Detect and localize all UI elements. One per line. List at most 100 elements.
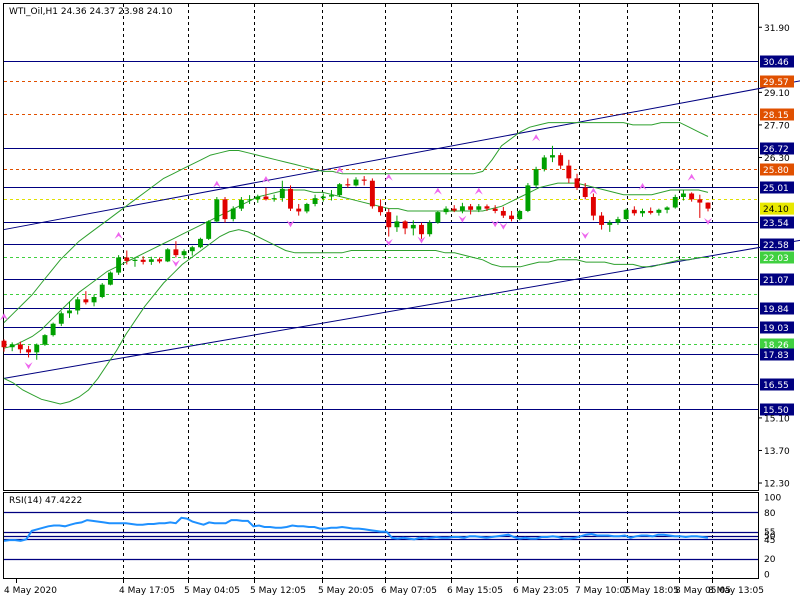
price-level-badge	[760, 302, 794, 315]
candle-body	[206, 221, 212, 239]
candle-body	[451, 208, 457, 211]
candle-body	[279, 188, 285, 199]
y-tick-label: 31.90	[764, 24, 790, 34]
price-level-label: 15.50	[763, 406, 789, 416]
candle-body	[58, 313, 64, 324]
x-tick-label: 5 May 20:05	[318, 586, 374, 596]
candle-body	[34, 344, 40, 353]
candle-body	[468, 206, 474, 210]
candle-body	[361, 179, 367, 181]
candle-body	[247, 199, 253, 201]
fractal-down-marker	[581, 231, 590, 239]
rsi-title: RSI(14) 47.4222	[9, 496, 82, 506]
candle-body	[607, 222, 613, 225]
candle-body	[680, 193, 686, 198]
fractal-down-marker	[171, 259, 180, 267]
candle-body	[214, 199, 220, 222]
candle-body	[26, 349, 32, 353]
candle-body	[271, 198, 277, 200]
candle-body	[623, 209, 629, 220]
candle-body	[574, 178, 580, 188]
candle-body	[148, 259, 154, 262]
bollinger-mid-line	[3, 182, 709, 349]
candle-body	[410, 224, 416, 229]
current-price-badge	[760, 202, 794, 215]
candle-body	[181, 251, 187, 256]
x-tick-label: 7 May 10:05	[575, 586, 631, 596]
y-tick-label: 26.30	[764, 154, 790, 164]
fractal-down-marker	[704, 217, 712, 225]
bollinger-lower-line	[3, 229, 708, 405]
candle-body	[50, 323, 56, 336]
candle-body	[312, 198, 318, 204]
fractal-up-marker	[687, 173, 696, 181]
candle-body	[419, 224, 424, 235]
candle-body	[697, 199, 703, 203]
candle-body	[157, 259, 162, 262]
price-level-badge	[760, 251, 794, 264]
price-level-label: 26.72	[763, 145, 789, 155]
rsi-panel-frame	[3, 492, 759, 579]
candle-body	[427, 222, 433, 235]
price-level-label: 25.01	[763, 184, 789, 194]
x-tick-label: 4 May 17:05	[119, 586, 175, 596]
price-level-badge	[760, 142, 794, 155]
candle-body	[67, 310, 72, 314]
candle-body	[107, 272, 113, 285]
x-tick-label: 4 May 2020	[4, 586, 57, 596]
x-tick-label: 7 May 18:05	[623, 586, 679, 596]
fractal-down-marker	[384, 238, 393, 246]
candle-body	[689, 193, 695, 200]
candle-body	[566, 165, 572, 179]
price-level-label: 28.15	[763, 111, 789, 121]
y-tick-label: 29.10	[764, 89, 790, 99]
bollinger-upper-line	[3, 122, 709, 323]
candle-body	[631, 209, 637, 214]
trend-channel-line	[3, 80, 800, 231]
candle-body	[664, 207, 670, 210]
candle-body	[484, 206, 490, 209]
candle-body	[328, 195, 334, 197]
fractal-up-marker	[212, 180, 221, 188]
candle-body	[476, 206, 482, 210]
fractal-up-marker	[532, 134, 541, 142]
fractal-up-marker	[335, 166, 344, 174]
trend-channel-line	[3, 239, 800, 379]
candle-body	[590, 197, 596, 216]
x-tick-label: 8 May 05:05	[675, 586, 731, 596]
price-level-label: 29.57	[763, 78, 789, 88]
fractal-up-marker	[589, 187, 598, 195]
rsi-y-tick-label: 55	[764, 528, 775, 538]
price-level-label: 21.07	[763, 276, 789, 286]
candle-body	[198, 238, 203, 248]
fractal-up-marker	[433, 187, 442, 195]
candle-body	[394, 221, 400, 228]
x-tick-label: 8 May 13:05	[708, 586, 764, 596]
fractal-up-marker	[384, 173, 393, 181]
candle-body	[402, 221, 408, 229]
candle-body	[75, 299, 81, 311]
candle-body	[140, 259, 146, 262]
price-level-badge	[760, 238, 794, 251]
price-level-label: 16.55	[763, 381, 789, 391]
price-level-badge	[760, 403, 794, 416]
price-level-badge	[760, 55, 794, 68]
candle-body	[599, 215, 605, 225]
candle-body	[640, 210, 645, 214]
current-price-label: 24.10	[763, 205, 789, 215]
fractal-down-marker	[417, 236, 426, 244]
candle-body	[173, 249, 179, 256]
candle-body	[263, 196, 269, 200]
price-level-label: 22.58	[763, 241, 789, 251]
price-level-label: 22.03	[763, 254, 789, 264]
price-level-badge	[760, 338, 794, 351]
candle-body	[492, 208, 498, 211]
price-level-label: 18.26	[763, 341, 789, 351]
price-panel-frame	[3, 3, 759, 491]
rsi-y-tick-label: 50	[764, 532, 776, 542]
fractal-up-marker	[474, 187, 483, 195]
fractal-up-marker	[0, 313, 8, 321]
candle-body	[99, 284, 105, 297]
